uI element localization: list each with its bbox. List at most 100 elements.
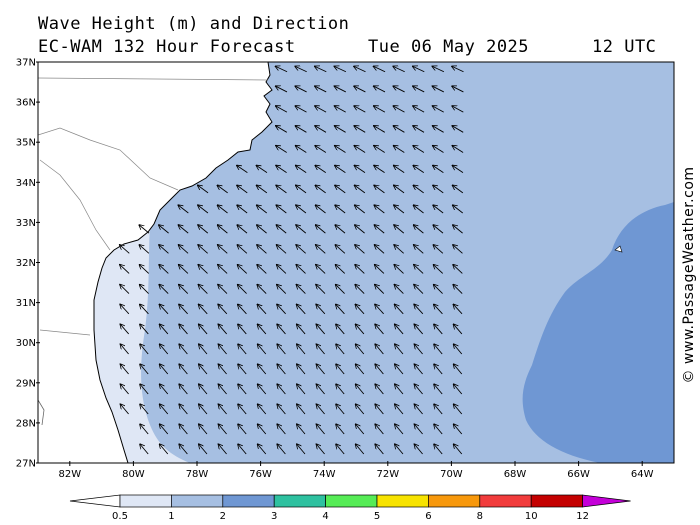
wave-arrow	[453, 444, 463, 455]
wave-arrow	[257, 225, 267, 234]
wave-arrow	[453, 225, 463, 234]
wave-arrow	[179, 444, 188, 455]
wave-arrow	[355, 384, 365, 395]
wave-arrow	[413, 86, 425, 93]
wave-arrow	[335, 265, 346, 274]
wave-arrow	[336, 384, 345, 395]
wave-arrow	[374, 245, 385, 254]
wave-arrow	[238, 324, 247, 335]
wave-arrow	[297, 384, 306, 395]
wave-arrow	[238, 424, 247, 435]
wave-arrow	[120, 364, 129, 375]
wave-arrow	[295, 106, 307, 113]
island	[614, 245, 623, 253]
legend-swatch	[479, 494, 532, 508]
wave-arrow	[296, 225, 307, 234]
wave-arrow	[238, 404, 247, 415]
wave-arrow	[334, 86, 347, 93]
legend-tick-label: 12	[576, 511, 589, 522]
wave-arrow	[414, 364, 423, 375]
lon-label: 72W	[376, 469, 399, 480]
wave-arrow	[354, 205, 366, 214]
lat-label: 31N	[16, 298, 36, 309]
wave-arrow	[120, 284, 130, 294]
wave-arrow	[257, 404, 267, 415]
wave-arrow	[335, 245, 346, 254]
wave-arrow	[414, 344, 423, 355]
wave-arrow	[159, 265, 169, 274]
lat-label: 35N	[16, 138, 36, 149]
wave-arrow	[336, 324, 345, 335]
wave-arrow	[276, 245, 287, 254]
wave-arrow	[257, 284, 267, 294]
lat-label: 36N	[16, 98, 36, 109]
wave-arrow	[218, 344, 227, 355]
wave-arrow	[374, 146, 385, 153]
wave-arrow	[354, 146, 366, 153]
wave-arrow	[395, 444, 404, 455]
wave-arrow	[375, 284, 385, 294]
wave-arrow	[198, 205, 209, 214]
wave-arrow	[374, 165, 385, 174]
wave-arrow	[120, 304, 130, 315]
wave-arrow	[139, 284, 149, 294]
lon-label: 66W	[567, 469, 590, 480]
legend-swatch	[273, 494, 326, 508]
wave-arrow	[394, 225, 405, 234]
wave-arrow	[199, 444, 208, 455]
state-border	[38, 77, 269, 81]
wave-arrow	[413, 126, 425, 133]
wave-arrow	[179, 364, 188, 375]
model-label: EC-WAM 132 Hour Forecast	[38, 37, 296, 57]
lon-label: 78W	[186, 469, 209, 480]
wave-arrow	[218, 265, 228, 274]
wave-arrow	[335, 284, 345, 294]
wave-arrow	[295, 86, 307, 93]
wave-arrow	[237, 185, 248, 194]
wave-arrow	[434, 304, 443, 315]
wave-arrow	[453, 324, 463, 335]
wave-arrow	[315, 66, 327, 73]
wave-arrow	[453, 344, 463, 355]
legend-swatch	[376, 494, 429, 508]
wave-arrow	[355, 304, 365, 315]
wave-arrow	[199, 424, 208, 435]
wave-arrow	[276, 165, 287, 174]
wave-arrow	[316, 324, 326, 335]
wave-arrow	[354, 185, 366, 194]
wave-arrow	[257, 304, 267, 315]
wave-arrow	[276, 146, 287, 153]
wave-arrow	[452, 86, 464, 93]
wave-arrow	[316, 444, 325, 455]
wave-arrow	[275, 106, 288, 113]
wave-arrow	[452, 205, 464, 214]
wave-arrow	[434, 344, 443, 355]
wave-arrow	[354, 86, 366, 93]
wave-arrow	[199, 324, 208, 335]
wave-arrow	[159, 424, 169, 435]
wave-arrow	[434, 364, 443, 375]
wave-arrow	[453, 404, 463, 415]
wave-arrow	[198, 284, 208, 294]
wave-arrow	[336, 404, 345, 415]
wave-arrow	[277, 304, 286, 315]
wave-arrow	[179, 404, 188, 415]
wave-arrow	[414, 384, 423, 395]
legend-tick-label: 4	[322, 511, 328, 522]
legend-swatch	[171, 494, 224, 508]
state-border	[39, 329, 91, 336]
wave-arrow	[179, 384, 188, 395]
wave-arrow	[277, 384, 286, 395]
wave-arrow	[297, 404, 306, 415]
wave-arrow	[179, 284, 189, 294]
legend-under-arrow	[69, 494, 121, 508]
wave-direction-arrows	[120, 66, 464, 455]
wave-arrow	[433, 146, 444, 153]
wave-arrow	[355, 225, 365, 234]
wave-arrow	[432, 126, 444, 133]
wave-arrow	[179, 304, 188, 315]
sea-band-2-3m	[522, 202, 674, 463]
legend-swatch	[428, 494, 481, 508]
wave-arrow	[453, 424, 463, 435]
wave-arrow	[159, 324, 169, 335]
